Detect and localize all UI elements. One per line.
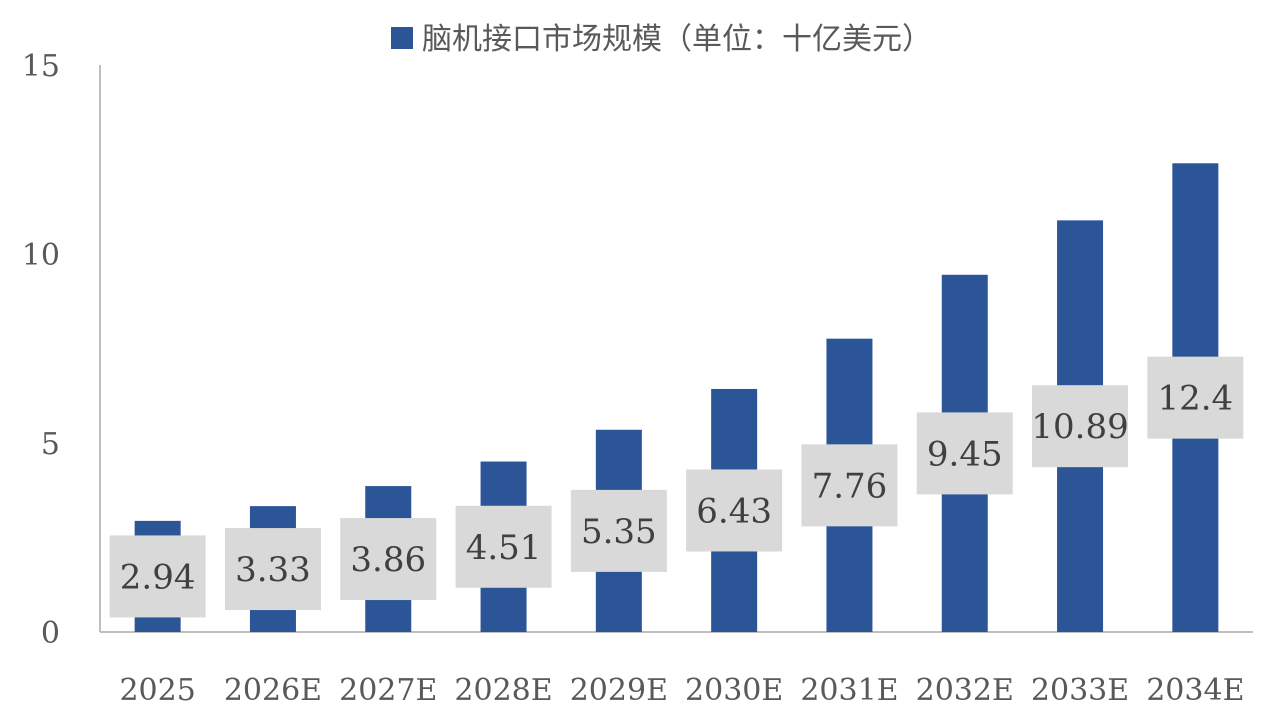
data-label-text: 5.35 <box>581 512 657 552</box>
x-tick-label: 2027E <box>339 673 437 708</box>
data-label-bg <box>801 444 898 527</box>
data-labels: 2.94 3.33 3.86 4.51 5.35 6.43 7.76 9.45 10.89 12.… <box>109 356 1244 618</box>
data-label-bg <box>916 412 1013 495</box>
data-label: 4.51 <box>455 505 552 588</box>
data-label: 9.45 <box>916 412 1013 495</box>
data-label-text: 12.4 <box>1157 379 1233 419</box>
x-tick-label: 2028E <box>454 673 552 708</box>
x-tick-label: 2032E <box>916 673 1014 708</box>
data-label-bg <box>570 489 667 572</box>
data-label: 5.35 <box>570 489 667 572</box>
y-tick-label: 0 <box>41 616 60 651</box>
data-label-text: 6.43 <box>696 491 772 531</box>
data-label-text: 3.86 <box>350 540 426 580</box>
x-axis: 2025 2026E 2027E 2028E 2029E 2030E 2031E 2032E 2… <box>119 673 1244 708</box>
data-label-bg <box>224 528 321 611</box>
data-label-bg <box>1147 356 1244 439</box>
data-label: 2.94 <box>109 535 206 618</box>
data-label-bg <box>455 505 552 588</box>
y-tick-label: 5 <box>41 427 60 462</box>
x-tick-label: 2033E <box>1031 673 1129 708</box>
data-label-bg <box>340 518 437 601</box>
x-tick-label: 2026E <box>224 673 322 708</box>
legend: 脑机接口市场规模（单位：十亿美元） <box>391 22 932 57</box>
data-label-bg <box>109 535 206 618</box>
data-label: 3.86 <box>340 518 437 601</box>
data-label: 12.4 <box>1147 356 1244 439</box>
x-tick-label: 2025 <box>119 673 195 708</box>
x-tick-label: 2034E <box>1146 673 1244 708</box>
x-tick-label: 2029E <box>570 673 668 708</box>
data-label-bg <box>686 469 783 552</box>
y-tick-label: 10 <box>22 238 60 273</box>
legend-label: 脑机接口市场规模（单位：十亿美元） <box>422 22 932 57</box>
data-label-text: 9.45 <box>927 434 1003 474</box>
data-label-text: 2.94 <box>120 557 196 597</box>
y-tick-label: 15 <box>22 49 60 84</box>
data-label-text: 4.51 <box>466 528 542 568</box>
data-label-text: 7.76 <box>812 466 888 506</box>
data-label: 10.89 <box>1031 385 1129 468</box>
data-label-text: 10.89 <box>1031 407 1128 447</box>
x-tick-label: 2031E <box>800 673 898 708</box>
data-label: 7.76 <box>801 444 898 527</box>
x-tick-label: 2030E <box>685 673 783 708</box>
data-label: 6.43 <box>686 469 783 552</box>
data-label-bg <box>1032 385 1129 468</box>
y-axis: 0 5 10 15 <box>22 49 60 651</box>
data-label: 3.33 <box>224 528 321 611</box>
data-label-text: 3.33 <box>235 550 311 590</box>
legend-swatch <box>391 27 413 49</box>
